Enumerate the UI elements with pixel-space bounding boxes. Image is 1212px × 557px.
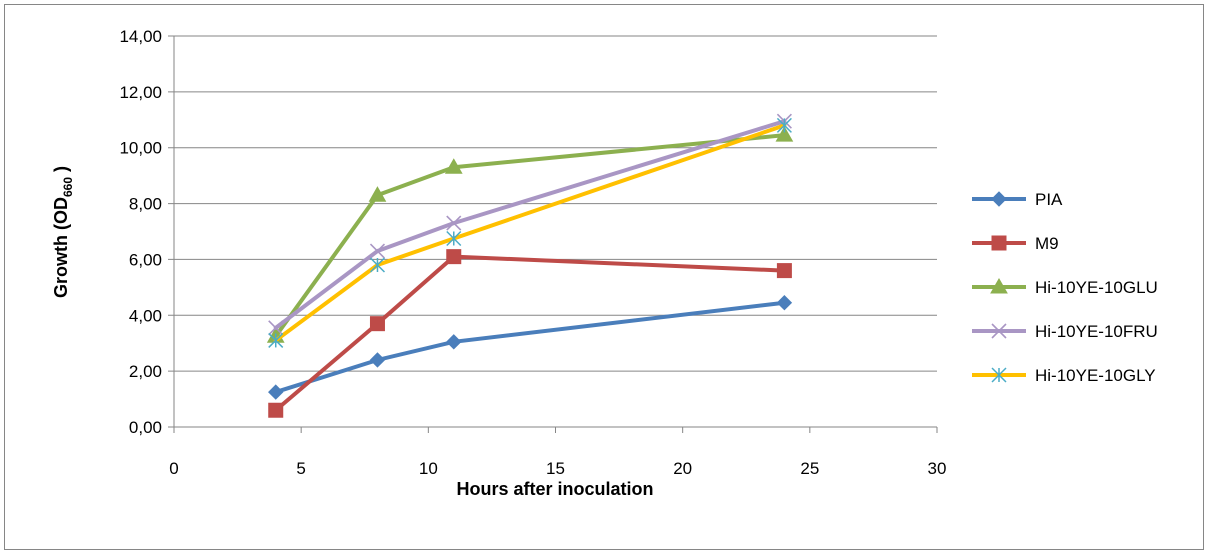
series-hi-10ye-10gly [268, 117, 792, 348]
data-point [776, 295, 793, 311]
legend-label: Hi-10YE-10GLY [1035, 366, 1156, 385]
legend-item: Hi-10YE-10FRU [972, 322, 1158, 341]
legend-label: M9 [1035, 234, 1059, 253]
gridlines [168, 35, 937, 428]
data-point [268, 384, 284, 400]
y-tick-label: 12,00 [119, 83, 162, 102]
legend-label: Hi-10YE-10FRU [1035, 322, 1158, 341]
data-point [446, 230, 462, 247]
data-point [776, 117, 792, 133]
y-tick-label: 8,00 [129, 195, 162, 214]
marker-stroke [268, 320, 284, 336]
y-tick-label: 14,00 [119, 27, 162, 46]
data-point [268, 402, 284, 418]
series-pia [268, 295, 793, 400]
data-point [268, 332, 284, 348]
data-point [369, 243, 386, 259]
axes [173, 36, 938, 433]
data-point [446, 334, 462, 350]
y-axis-title: Growth (OD660 ) [51, 166, 75, 298]
y-axis-title-suffix: ) [51, 166, 71, 177]
legend-marker [991, 235, 1007, 251]
x-tick-label: 30 [928, 459, 947, 478]
y-axis-title-subscript: 660 [61, 177, 75, 197]
legend-marker [991, 367, 1007, 383]
y-tick-label: 10,00 [119, 139, 162, 158]
legend-item: Hi-10YE-10GLY [972, 366, 1156, 385]
marker-stroke [446, 215, 462, 231]
x-tick-label: 20 [673, 459, 692, 478]
series-line [273, 300, 787, 395]
x-tick-label: 10 [419, 459, 438, 478]
legend-marker [991, 191, 1007, 207]
series-lines [266, 113, 794, 418]
data-point [368, 186, 387, 202]
legend-marker [990, 277, 1008, 294]
data-point [268, 320, 284, 336]
legend: PIA M9 Hi-10YE-10GLU Hi-10YE-10FRU Hi-10YE-1… [972, 190, 1158, 385]
series-line [273, 133, 787, 339]
series-line [273, 123, 787, 343]
x-tick-label: 5 [296, 459, 305, 478]
legend-item: Hi-10YE-10GLU [972, 277, 1158, 297]
data-point [369, 352, 386, 368]
marker-stroke [369, 243, 386, 259]
legend-marker [991, 323, 1007, 339]
data-point [776, 263, 792, 279]
x-tick-label: 15 [546, 459, 565, 478]
chart-frame [4, 4, 1204, 550]
data-point [446, 215, 462, 231]
tick-labels: 0,00 2,00 4,00 6,00 8,00 10,00 12,00 14,00 0 5 10 1… [119, 27, 946, 478]
y-tick-label: 6,00 [129, 250, 162, 269]
marker-stroke [991, 323, 1007, 339]
series-line [273, 119, 787, 330]
y-tick-label: 2,00 [129, 362, 162, 381]
y-tick-label: 4,00 [129, 306, 162, 325]
legend-item: M9 [972, 234, 1059, 253]
x-tick-label: 0 [169, 459, 178, 478]
y-axis-title-prefix: Growth (OD [51, 197, 71, 298]
data-point [369, 257, 385, 273]
data-point [444, 158, 463, 174]
y-tick-label: 0,00 [129, 418, 162, 437]
x-axis-title: Hours after inoculation [456, 479, 653, 499]
series-m9 [268, 249, 792, 418]
series-line [273, 254, 787, 413]
legend-label: PIA [1035, 190, 1063, 209]
data-point [446, 249, 462, 265]
series-hi-10ye-10fru [268, 113, 792, 336]
legend-label: Hi-10YE-10GLU [1035, 278, 1158, 297]
legend-item: PIA [972, 190, 1063, 209]
data-point [369, 316, 385, 332]
x-tick-label: 25 [800, 459, 819, 478]
data-point [775, 126, 794, 142]
